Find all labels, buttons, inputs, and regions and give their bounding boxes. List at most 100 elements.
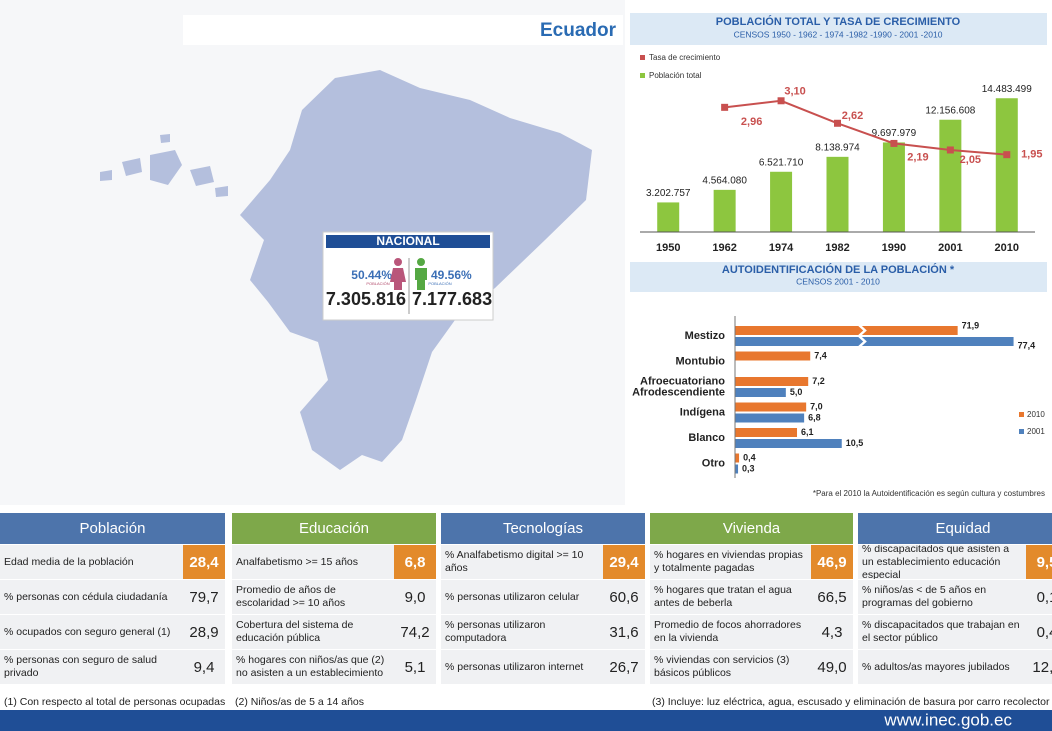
legend-swatch <box>640 73 645 78</box>
row-label: % niños/as < de 5 años en programas del … <box>862 584 987 609</box>
row-value: 31,6 <box>609 623 639 641</box>
value-label: 6,1 <box>801 427 814 437</box>
bar <box>735 377 809 386</box>
x-tick-label: 1950 <box>656 242 680 254</box>
value-label: 3.202.757 <box>646 188 691 199</box>
bar <box>735 464 739 474</box>
value-label: 5,0 <box>790 387 803 397</box>
x-tick-label: 1974 <box>769 242 794 254</box>
value-label: 7,2 <box>812 376 825 386</box>
row-value: 4,3 <box>821 623 843 641</box>
table-row: % adultos/as mayores jubilados 12,5 <box>858 650 1052 684</box>
panel-header: Equidad <box>858 513 1052 544</box>
value-label: 77,4 <box>1018 340 1036 350</box>
value-label: 8.138.974 <box>815 142 860 153</box>
bar <box>882 142 905 232</box>
row-value: 28,4 <box>183 545 225 579</box>
x-tick-label: 1982 <box>825 242 849 254</box>
x-tick-label: 1962 <box>712 242 736 254</box>
row-value: 26,7 <box>609 658 639 676</box>
bar <box>735 428 798 437</box>
bar <box>735 388 786 397</box>
value-label: 6.521.710 <box>759 157 804 168</box>
panel-header: Educación <box>232 513 436 544</box>
panel-header: Tecnologías <box>441 513 645 544</box>
national-header <box>326 235 490 248</box>
chart-subtitle: CENSOS 2001 - 2010 <box>796 276 880 286</box>
chart-subtitle: CENSOS 1950 - 1962 - 1974 -1982 -1990 - … <box>734 29 943 39</box>
x-tick-label: 2010 <box>995 242 1019 254</box>
value-label: 3,10 <box>784 86 805 98</box>
line-marker <box>721 103 729 111</box>
bar <box>713 189 736 232</box>
row-value: 28,9 <box>189 623 219 641</box>
axis-break <box>858 324 867 337</box>
legend-swatch <box>1019 412 1024 417</box>
value-label: 6,8 <box>808 412 821 422</box>
table-row: % hogares en viviendas propias y totalme… <box>650 545 853 579</box>
legend-label: Población total <box>649 71 702 80</box>
row-label: % personas utilizaron celular <box>445 590 580 603</box>
bar <box>735 402 807 412</box>
panel-header: Vivienda <box>650 513 853 544</box>
men-total: 7.177.683 <box>412 289 492 309</box>
line-marker <box>946 146 954 154</box>
table-panel: Vivienda % hogares en viviendas propias y… <box>650 513 853 684</box>
table-panel: Población Edad media de la población 28,4%… <box>0 513 225 684</box>
line <box>724 99 1007 156</box>
value-label: 1,95 <box>1021 149 1042 161</box>
bar <box>826 156 849 232</box>
line-marker <box>1003 151 1011 159</box>
row-label: Promedio de focos ahorradores en la vivi… <box>654 619 802 644</box>
table-row: % Analfabetismo digital >= 10 años 29,4 <box>441 545 645 579</box>
footnote: (2) Niños/as de 5 a 14 años <box>235 696 364 708</box>
category-label: Otro <box>702 457 726 469</box>
bar <box>735 351 811 361</box>
row-value: 6,8 <box>394 545 436 579</box>
men-percent: 49.56% <box>431 268 472 282</box>
row-label: Promedio de años de escolaridad >= 10 añ… <box>236 584 346 609</box>
row-value: 49,0 <box>817 658 847 676</box>
bar <box>735 337 1014 346</box>
women-icon <box>390 258 406 290</box>
legend-label: 2001 <box>1027 427 1045 436</box>
island <box>150 150 182 185</box>
footer-bar <box>0 710 1052 731</box>
chart-title-band <box>630 262 1047 292</box>
row-label: % hogares que tratan el agua antes de be… <box>654 584 792 609</box>
bar <box>735 439 842 448</box>
table-row: Promedio de años de escolaridad >= 10 añ… <box>232 580 436 614</box>
row-label: % Analfabetismo digital >= 10 años <box>445 549 584 574</box>
bar <box>735 326 958 335</box>
table-row: % ocupados con seguro general (1) 28,9 <box>0 615 225 649</box>
men-caption: POBLACIÓN <box>428 281 451 286</box>
x-tick-label: 2001 <box>938 242 962 254</box>
value-label: 2,96 <box>741 116 762 128</box>
table-row: % discapacitados que trabajan en el sect… <box>858 615 1052 649</box>
value-label: 10,5 <box>846 438 864 448</box>
footer-url: www.inec.gob.ec <box>883 710 1012 729</box>
national-title: NACIONAL <box>376 234 439 248</box>
row-value: 74,2 <box>400 623 430 641</box>
value-label: 0,4 <box>743 452 756 462</box>
women-caption: POBLACIÓN <box>366 281 389 286</box>
row-label: % hogares en viviendas propias y totalme… <box>654 549 803 574</box>
table-panel: Equidad% discapacitados que asisten a un… <box>858 513 1052 684</box>
value-label: 4.564.080 <box>702 175 747 186</box>
island <box>122 158 142 176</box>
women-percent: 50.44% <box>351 268 392 282</box>
table-row: % personas utilizaron celular 60,6 <box>441 580 645 614</box>
chart-title-band <box>630 13 1047 45</box>
value-label: 7,0 <box>810 401 823 411</box>
value-label: 71,9 <box>962 320 980 330</box>
row-label: % discapacitados que trabajan en el sect… <box>862 619 1020 644</box>
table-row: % niños/as < de 5 años en programas del … <box>858 580 1052 614</box>
table-row: Cobertura del sistema de educación públi… <box>232 615 436 649</box>
line-marker <box>890 139 898 147</box>
row-label: % discapacitados que asisten a un establ… <box>862 545 1010 579</box>
row-value: 60,6 <box>609 588 639 606</box>
island <box>215 186 228 197</box>
table-row: Promedio de focos ahorradores en la vivi… <box>650 615 853 649</box>
row-label: % personas utilizaron internet <box>445 660 584 673</box>
